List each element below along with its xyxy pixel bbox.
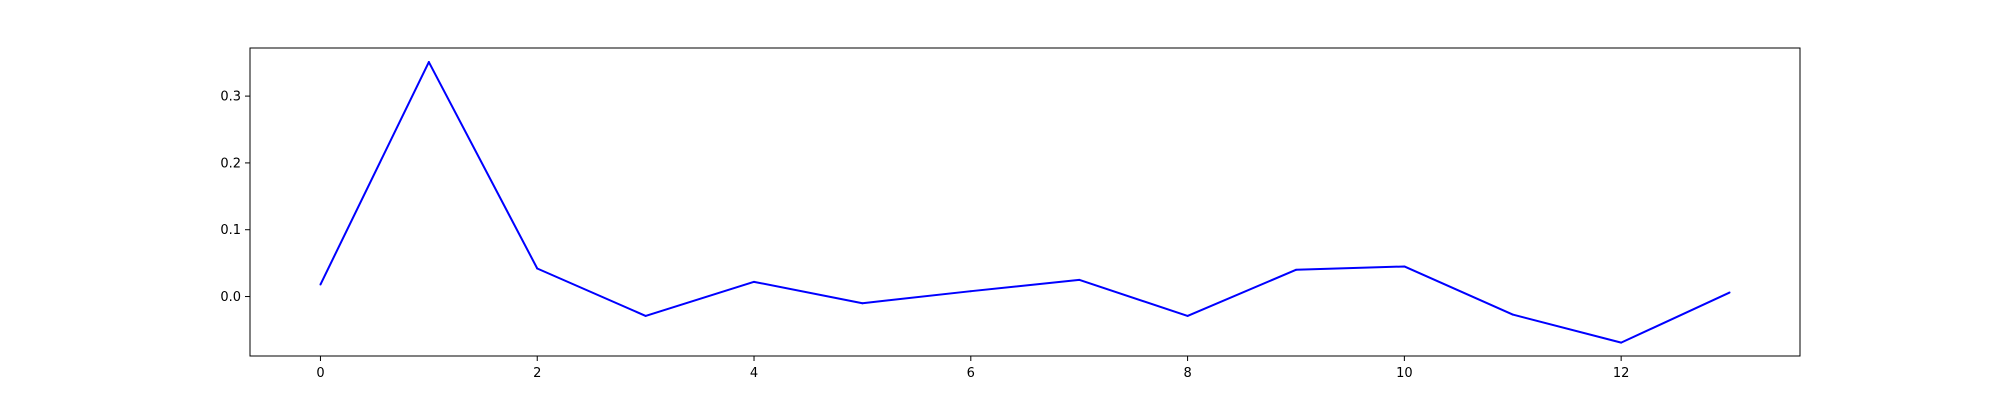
y-tick-label: 0.1 [220, 223, 241, 238]
y-tick-label: 0.2 [220, 156, 241, 171]
series-line [319, 61, 1730, 344]
data-point-11 [1511, 313, 1514, 316]
data-point-2 [536, 267, 539, 270]
data-point-10 [1403, 265, 1406, 268]
x-axis-ticks: 0 2 4 6 8 10 12 [316, 356, 1629, 381]
x-tick-label: 10 [1396, 366, 1413, 381]
data-point-5 [861, 302, 864, 305]
x-tick-label: 6 [967, 366, 975, 381]
data-points [319, 61, 1731, 344]
x-tick-label: 2 [533, 366, 541, 381]
data-point-3 [644, 314, 647, 317]
data-point-9 [1294, 268, 1297, 271]
data-point-1 [427, 61, 430, 64]
x-tick-label: 0 [316, 366, 324, 381]
data-point-4 [753, 280, 756, 283]
data-point-13 [1728, 291, 1731, 294]
data-point-12 [1620, 341, 1623, 344]
data-point-8 [1186, 314, 1189, 317]
y-tick-label: 0.0 [220, 290, 241, 305]
y-axis-ticks: 0.0 0.1 0.2 0.3 [220, 90, 250, 305]
y-tick-label: 0.3 [220, 90, 241, 105]
x-tick-label: 8 [1183, 366, 1191, 381]
data-point-7 [1078, 278, 1081, 281]
x-tick-label: 12 [1613, 366, 1630, 381]
data-point-6 [969, 290, 972, 293]
plot-frame [249, 47, 1801, 357]
data-point-0 [319, 283, 322, 286]
x-tick-label: 4 [750, 366, 758, 381]
